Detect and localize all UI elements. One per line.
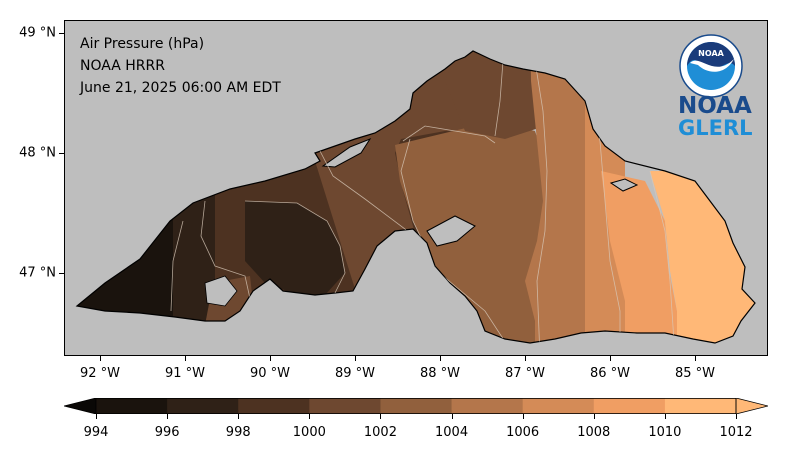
- lon-tick-mark: [610, 356, 611, 361]
- colorbar-tick: [593, 414, 595, 419]
- seal-text: NOAA: [698, 49, 724, 58]
- colorbar-segment: [522, 398, 595, 414]
- pressure-band-1004: [395, 121, 565, 343]
- logo-glerl-text: GLERL: [678, 116, 753, 140]
- colorbar-label: 996: [154, 425, 180, 440]
- lon-tick-mark: [355, 356, 356, 361]
- colorbar-segment: [96, 398, 168, 414]
- lon-tick-label: 91 °W: [164, 366, 206, 381]
- lon-tick-mark: [695, 356, 696, 361]
- lat-tick-mark: [59, 273, 64, 274]
- colorbar-tick: [238, 414, 240, 419]
- colorbar-segment: [238, 398, 310, 414]
- lon-tick-label: 92 °W: [79, 366, 121, 381]
- lon-tick-mark: [100, 356, 101, 361]
- pressure-band-1002-north: [445, 51, 545, 139]
- colorbar-tick: [380, 414, 382, 419]
- colorbar-label: 1004: [435, 425, 469, 440]
- colorbar-label: 1008: [577, 425, 611, 440]
- lon-tick-label: 86 °W: [589, 366, 631, 381]
- lon-tick-label: 90 °W: [249, 366, 291, 381]
- pressure-band-1010: [601, 171, 677, 343]
- colorbar-label: 1000: [292, 425, 326, 440]
- noaa-seagull-icon: [690, 59, 734, 72]
- lake-superior-map: [76, 50, 756, 344]
- colorbar-tick: [522, 414, 524, 419]
- colorbar-tick: [451, 414, 453, 419]
- colorbar-extend-high: [735, 398, 768, 414]
- colorbar-tick: [167, 414, 169, 419]
- colorbar-label: 1006: [506, 425, 540, 440]
- colorbar: [64, 398, 768, 414]
- colorbar-segment: [451, 398, 524, 414]
- colorbar-label: 1010: [648, 425, 682, 440]
- lon-tick-mark: [525, 356, 526, 361]
- lon-tick-mark: [440, 356, 441, 361]
- noaa-seal-sky: [687, 42, 735, 70]
- colorbar-label: 1012: [719, 425, 753, 440]
- colorbar-label: 1002: [363, 425, 397, 440]
- lat-tick-mark: [59, 33, 64, 34]
- logo-noaa-text: NOAA: [678, 93, 752, 119]
- lat-tick-label: 47 °N: [19, 265, 56, 281]
- colorbar-tick: [664, 414, 666, 419]
- apostle-islands: [204, 275, 238, 307]
- noaa-glerl-logo: NOAA: [679, 34, 743, 98]
- isle-royale: [321, 137, 372, 168]
- lon-tick-label: 88 °W: [419, 366, 461, 381]
- lon-tick-label: 89 °W: [334, 366, 376, 381]
- pressure-band-1006: [525, 51, 585, 343]
- contour-lines: [170, 51, 676, 343]
- model-name: NOAA HRRR: [80, 58, 165, 74]
- colorbar-tick: [96, 414, 97, 419]
- lon-tick-mark: [185, 356, 186, 361]
- keweenaw-bay: [426, 215, 476, 247]
- lon-tick-label: 87 °W: [504, 366, 546, 381]
- map-panel: [64, 20, 768, 356]
- michipicoten-island: [609, 178, 639, 192]
- colorbar-extend-low: [64, 398, 97, 414]
- valid-time: June 21, 2025 06:00 AM EDT: [80, 80, 281, 96]
- lat-tick-mark: [59, 153, 64, 154]
- lat-tick-label: 48 °N: [19, 145, 56, 161]
- colorbar-label: 998: [225, 425, 251, 440]
- colorbar-segment: [380, 398, 453, 414]
- colorbar-tick: [736, 414, 737, 419]
- colorbar-segment: [593, 398, 666, 414]
- lon-tick-mark: [270, 356, 271, 361]
- variable-title: Air Pressure (hPa): [80, 36, 205, 52]
- colorbar-tick: [309, 414, 311, 419]
- colorbar-border: [95, 398, 737, 414]
- lat-tick-label: 49 °N: [19, 25, 56, 41]
- lon-tick-label: 85 °W: [674, 366, 716, 381]
- pressure-band-998-core: [245, 201, 345, 295]
- colorbar-label: 994: [83, 425, 109, 440]
- colorbar-segment: [664, 398, 737, 414]
- colorbar-segment: [309, 398, 381, 414]
- colorbar-segment: [167, 398, 239, 414]
